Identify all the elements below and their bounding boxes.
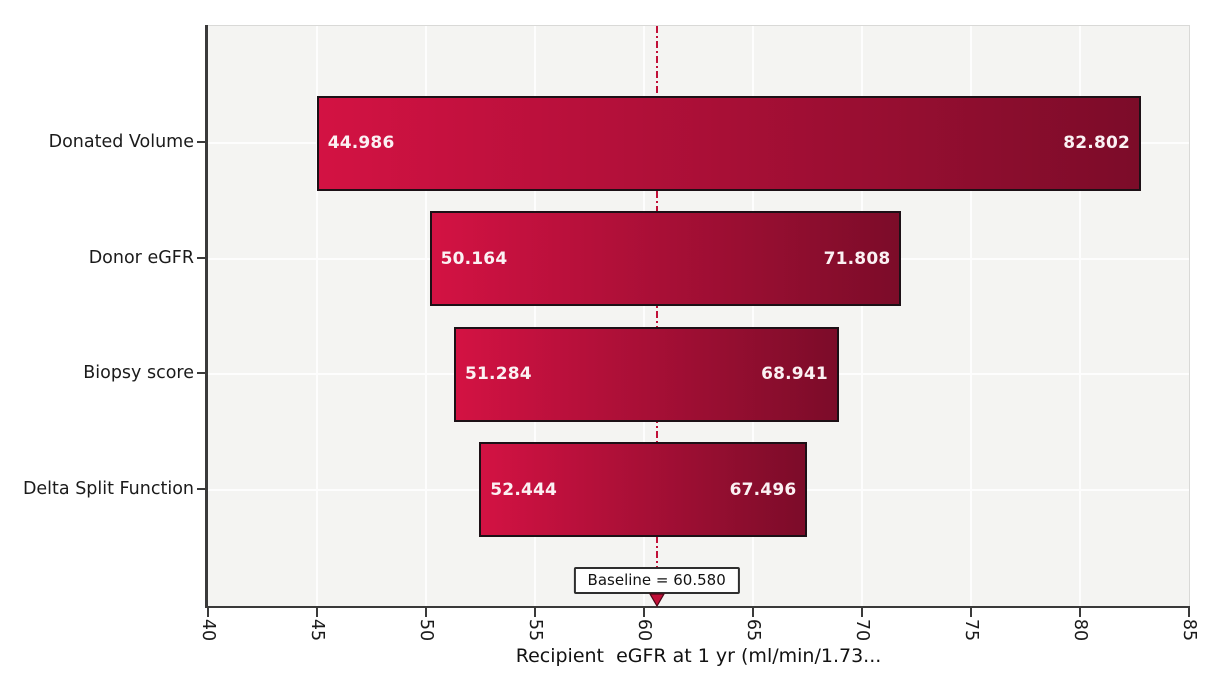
category-label: Donated Volume bbox=[48, 132, 194, 152]
bar-low-value-label: 52.444 bbox=[490, 479, 558, 500]
y-axis-tick-mark bbox=[197, 487, 206, 490]
x-axis-tick-label: 55 bbox=[525, 618, 545, 642]
x-axis-tick-mark bbox=[1188, 608, 1190, 617]
bar-high-value-label: 68.941 bbox=[761, 364, 828, 384]
vertical-gridline bbox=[861, 26, 863, 608]
vertical-gridline bbox=[316, 26, 318, 608]
tornado-bar: 52.444 67.496 bbox=[479, 442, 808, 537]
x-axis-tick-mark bbox=[1079, 608, 1081, 617]
bar-high-value-label: 82.802 bbox=[1063, 133, 1131, 153]
x-axis-tick-label: 45 bbox=[307, 618, 327, 642]
category-label: Delta Split Function bbox=[22, 478, 194, 499]
vertical-gridline bbox=[752, 26, 754, 608]
x-axis-tick-label: 85 bbox=[1179, 618, 1199, 642]
bar-high-value-label: 67.496 bbox=[729, 479, 797, 500]
x-axis-tick-mark bbox=[316, 608, 318, 617]
x-axis-tick-mark bbox=[643, 608, 645, 617]
bar-low-value-label: 51.284 bbox=[464, 364, 532, 384]
vertical-gridline bbox=[970, 26, 972, 608]
bar-low-value-label: 44.986 bbox=[327, 133, 395, 153]
bar-high-value-label: 71.808 bbox=[823, 248, 891, 269]
x-axis-tick-mark bbox=[752, 608, 754, 617]
x-axis-tick-mark bbox=[534, 608, 536, 617]
bar-low-value-label: 50.164 bbox=[440, 248, 508, 269]
x-axis-tick-label: 75 bbox=[961, 618, 981, 642]
baseline-annotation-box: Baseline = 60.580 bbox=[573, 567, 740, 594]
x-axis-tick-mark bbox=[207, 608, 209, 617]
plot-area: 44.986 82.802 50.164 71.808 51.284 68.941 52.4… bbox=[208, 25, 1190, 608]
y-axis-tick-mark bbox=[197, 256, 206, 259]
x-axis-tick-label: 60 bbox=[634, 618, 654, 642]
x-axis-tick-label: 50 bbox=[416, 618, 436, 642]
x-axis-tick-label: 80 bbox=[1070, 618, 1090, 642]
vertical-gridline bbox=[534, 26, 536, 608]
baseline-arrow-icon bbox=[648, 593, 665, 607]
x-axis-tick-label: 40 bbox=[198, 618, 218, 642]
x-axis-title: Recipient eGFR at 1 yr (ml/min/1.73... bbox=[515, 645, 882, 667]
x-axis-tick-label: 65 bbox=[743, 618, 763, 642]
vertical-gridline bbox=[1079, 26, 1081, 608]
tornado-bar: 50.164 71.808 bbox=[429, 211, 902, 306]
tornado-bar: 44.986 82.802 bbox=[316, 95, 1142, 191]
y-axis-line bbox=[205, 25, 208, 608]
vertical-gridline bbox=[425, 26, 427, 608]
tornado-bar: 51.284 68.941 bbox=[453, 326, 839, 422]
y-axis-tick-mark bbox=[197, 141, 206, 143]
x-axis-tick-label: 70 bbox=[852, 618, 872, 642]
category-label: Donor eGFR bbox=[88, 247, 194, 268]
x-axis-tick-mark bbox=[970, 608, 972, 617]
x-axis-tick-mark bbox=[425, 608, 427, 617]
x-axis-line bbox=[205, 606, 1190, 608]
baseline-reference-line bbox=[655, 26, 658, 608]
vertical-gridline bbox=[643, 26, 645, 608]
x-axis-tick-mark bbox=[861, 608, 863, 617]
y-axis-tick-mark bbox=[197, 372, 206, 374]
category-label: Biopsy score bbox=[83, 363, 194, 383]
